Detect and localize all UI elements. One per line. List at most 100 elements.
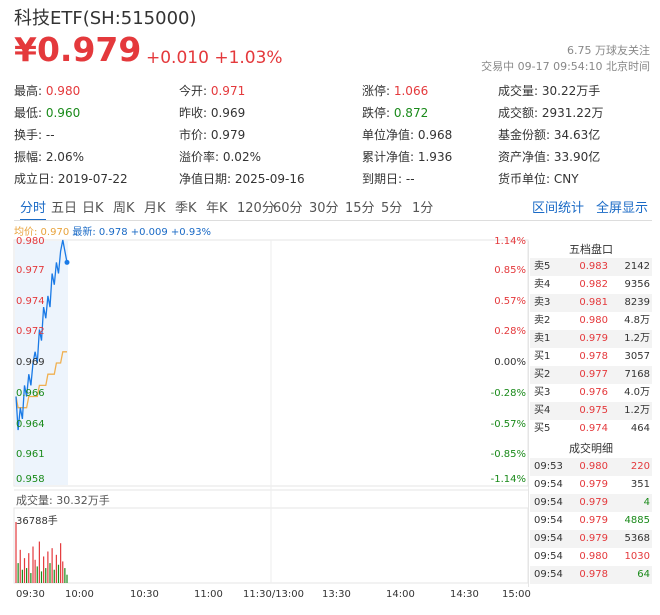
order-level-label: 卖1: [534, 333, 551, 344]
volume-bar: [34, 559, 36, 583]
volume-max-label: 36788手: [16, 516, 58, 527]
stat-label: 振幅:: [14, 150, 43, 164]
trade-row: 09:54 0.979 5368: [530, 530, 652, 548]
tab-period[interactable]: 5分: [381, 201, 403, 216]
price-axis-tick: 0.964: [16, 418, 45, 430]
stat-value: 0.02%: [219, 150, 261, 164]
fullscreen-link[interactable]: 全屏显示: [596, 201, 649, 216]
stat-label: 今开:: [179, 84, 208, 98]
trade-volume: 4885: [624, 515, 650, 526]
order-price: 0.978: [579, 351, 608, 362]
volume-bar: [49, 563, 51, 583]
order-volume: 1.2万: [624, 405, 650, 416]
time-axis-tick: 14:00: [386, 589, 415, 600]
stat-item: 今开: 0.971: [179, 82, 245, 99]
stat-item: 最高: 0.980: [14, 82, 80, 99]
price-axis-tick: 0.980: [16, 236, 45, 247]
tab-period[interactable]: 月K: [144, 201, 166, 216]
stat-value: 0.969: [207, 106, 246, 120]
percent-axis-tick: -1.14%: [490, 474, 526, 485]
trade-row: 09:54 0.978 64: [530, 566, 652, 584]
order-volume: 8239: [624, 297, 650, 308]
volume-title: 成交量: 30.32万手: [16, 494, 110, 507]
stat-item: 成交额: 2931.22万: [498, 104, 604, 121]
range-stats-link[interactable]: 区间统计: [532, 201, 585, 216]
latest-point-dot: [64, 259, 70, 265]
stat-label: 最低:: [14, 106, 43, 120]
stat-label: 单位净值:: [362, 128, 415, 142]
tab-period[interactable]: 30分: [309, 201, 339, 216]
stat-label: 成交额:: [498, 106, 539, 120]
price-axis-tick: 0.966: [16, 387, 45, 399]
stat-item: 净值日期: 2025-09-16: [179, 170, 305, 187]
time-axis-tick: 13:30: [322, 589, 351, 600]
order-price: 0.975: [579, 405, 608, 416]
stat-item: 到期日: --: [362, 170, 415, 187]
time-axis-tick: 11:00: [194, 589, 223, 600]
followers-count[interactable]: 6.75 万球友关注: [567, 44, 650, 57]
order-book-row: 卖5 0.983 2142: [530, 258, 652, 276]
tab-period[interactable]: 周K: [113, 201, 135, 216]
volume-bar: [23, 558, 26, 583]
stat-value: CNY: [550, 172, 579, 186]
order-price: 0.977: [579, 369, 608, 380]
price-axis-tick: 0.958: [16, 474, 45, 485]
trade-volume: 4: [643, 497, 650, 508]
price-axis-tick: 0.972: [16, 326, 45, 338]
tab-period[interactable]: 15分: [345, 201, 375, 216]
series-line-avg: [15, 351, 67, 409]
order-book-row: 买2 0.977 7168: [530, 366, 652, 384]
trade-price: 0.980: [579, 461, 608, 472]
stat-value: 30.22万手: [538, 84, 601, 98]
trade-price: 0.980: [579, 551, 608, 562]
stat-item: 振幅: 2.06%: [14, 148, 84, 165]
order-volume: 2142: [624, 261, 650, 272]
order-volume: 464: [630, 423, 650, 434]
volume-bar: [30, 573, 32, 583]
stat-label: 累计净值:: [362, 150, 415, 164]
order-price: 0.981: [579, 297, 608, 308]
stat-value: 2931.22万: [538, 106, 604, 120]
order-volume: 4.0万: [624, 387, 650, 398]
price-axis-tick: 0.969: [16, 357, 45, 368]
stat-label: 涨停:: [362, 84, 391, 98]
tab-period[interactable]: 日K: [82, 201, 104, 216]
trade-volume: 1030: [624, 551, 650, 562]
tabs-divider: [14, 220, 652, 221]
tab-period[interactable]: 60分: [273, 201, 303, 216]
tab-period[interactable]: 季K: [175, 201, 197, 216]
tab-period[interactable]: 1分: [412, 201, 434, 216]
tab-period[interactable]: 五日: [51, 201, 78, 216]
percent-axis-tick: -0.57%: [490, 418, 526, 430]
volume-bar: [43, 556, 45, 583]
stat-item: 换手: --: [14, 126, 55, 143]
order-level-label: 买1: [534, 351, 551, 362]
trade-time: 09:54: [534, 479, 563, 490]
stat-item: 单位净值: 0.968: [362, 126, 452, 143]
order-book-row: 卖1 0.979 1.2万: [530, 330, 652, 348]
stat-item: 市价: 0.979: [179, 126, 245, 143]
trade-row: 09:54 0.979 351: [530, 476, 652, 494]
stat-item: 资产净值: 33.90亿: [498, 148, 600, 165]
trade-row: 09:54 0.980 1030: [530, 548, 652, 566]
order-book-row: 买3 0.976 4.0万: [530, 384, 652, 402]
trade-volume: 64: [637, 569, 650, 580]
tab-period[interactable]: 120分: [237, 201, 275, 216]
price-change: +0.010 +1.03%: [146, 48, 283, 68]
order-level-label: 买5: [534, 423, 551, 434]
order-level-label: 卖5: [534, 261, 551, 272]
trade-price: 0.979: [579, 479, 608, 490]
trade-volume: 220: [630, 461, 650, 472]
stat-label: 昨收:: [179, 106, 208, 120]
volume-bar: [21, 569, 23, 583]
stat-value: 33.90亿: [550, 150, 601, 164]
time-axis-tick: 15:00: [502, 589, 531, 600]
stat-value: 0.979: [207, 128, 246, 142]
time-axis-tick: 14:30: [450, 589, 479, 600]
legend-avg-price: 均价: 0.970: [14, 227, 70, 238]
stat-label: 市价:: [179, 128, 208, 142]
percent-axis-tick: 0.00%: [494, 357, 526, 368]
order-book-row: 卖2 0.980 4.8万: [530, 312, 652, 330]
tab-period[interactable]: 年K: [206, 201, 228, 216]
